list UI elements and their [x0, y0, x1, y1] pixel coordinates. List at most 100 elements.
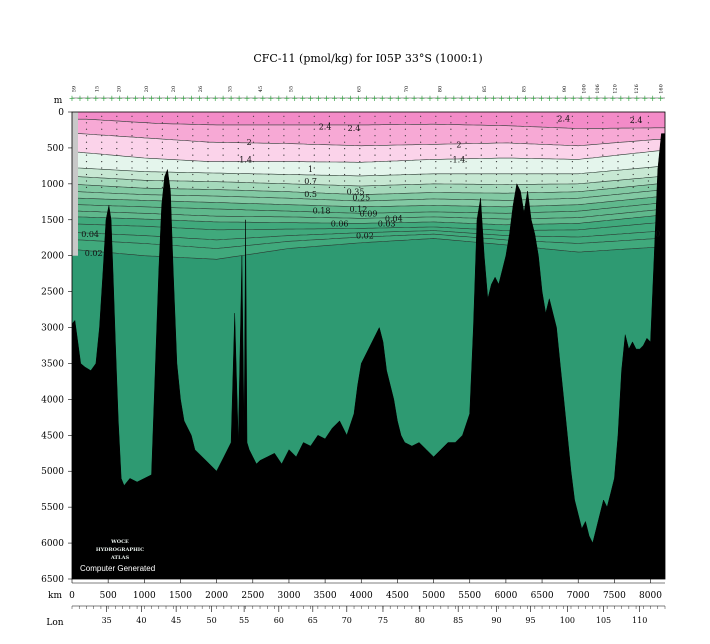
sample-dot [541, 148, 543, 150]
station-marker: + [506, 94, 513, 103]
sample-dot [556, 154, 558, 156]
sample-dot [404, 186, 406, 188]
sample-dot [587, 128, 589, 130]
sample-dot [192, 115, 194, 117]
sample-dot [177, 128, 179, 130]
station-marker: + [379, 94, 386, 103]
sample-dot [541, 122, 543, 124]
bathymetry [72, 112, 665, 579]
sample-dot [420, 115, 422, 117]
sample-dot [283, 148, 285, 150]
sample-dot [207, 154, 209, 156]
sample-dot [146, 141, 148, 143]
sample-dot [617, 141, 619, 143]
y-tick-label: 0 [58, 108, 64, 118]
sample-dot [602, 173, 604, 176]
sample-dot [177, 186, 179, 188]
x-tick-label: 3000 [278, 591, 301, 601]
sample-dot [116, 180, 118, 182]
station-markers: + + + + + + + + + + + + + + + + + + + + + + + + + + + + + + + + + + + + + + + +… [69, 84, 665, 103]
sample-dot [146, 173, 148, 176]
sample-dot [146, 167, 148, 169]
station-marker: + [562, 94, 569, 103]
sample-dot [495, 141, 498, 143]
sample-dot [192, 161, 194, 163]
sample-dot [465, 173, 467, 176]
sample-dot [192, 154, 194, 156]
sample-dot [435, 141, 437, 143]
sample-dot [283, 115, 285, 117]
sample-dot [359, 161, 361, 163]
station-number-label: 80 [437, 86, 443, 92]
sample-dot [192, 122, 194, 124]
sample-dot [556, 135, 558, 137]
y-tick-label: 2500 [41, 288, 64, 298]
station-marker: + [283, 94, 290, 103]
sample-dot [359, 135, 361, 137]
sample-dot [404, 154, 406, 156]
sample-dot [222, 122, 224, 124]
sample-dot [450, 161, 452, 163]
sample-dot [602, 115, 604, 117]
sample-dot [161, 115, 163, 117]
sample-dot [344, 141, 346, 143]
sample-dot [268, 122, 270, 124]
contour-label: 0.35 [347, 188, 365, 197]
sample-dot [480, 135, 482, 137]
station-marker: + [100, 94, 107, 103]
sample-dot [602, 167, 604, 169]
lon-tick-label: 85 [453, 616, 463, 625]
sample-dot [617, 186, 619, 188]
station-marker: + [411, 94, 418, 103]
sample-dot [161, 167, 163, 169]
sample-dot [526, 180, 528, 182]
contour-label: 0.7 [304, 177, 317, 186]
sample-dot [359, 148, 361, 150]
sample-dot [222, 115, 224, 117]
sample-dot [526, 186, 528, 188]
station-number-label: 26 [198, 86, 204, 92]
contour-label: 0.02 [356, 232, 374, 241]
sample-dot [480, 173, 482, 176]
sample-dot [328, 173, 330, 176]
sample-dot [389, 141, 391, 143]
sample-dot [252, 122, 255, 124]
sample-dot [374, 122, 376, 124]
sample-dot [587, 173, 589, 176]
sample-dot [131, 173, 133, 176]
sample-dot [116, 122, 118, 124]
contour-label: 0.09 [360, 209, 378, 218]
station-marker: + [403, 94, 410, 103]
sample-dot [344, 148, 346, 150]
sample-dot [359, 141, 361, 143]
sample-dot [131, 141, 133, 143]
sample-dot [526, 161, 528, 163]
sample-dot [435, 148, 437, 150]
seafloor [72, 133, 665, 579]
sample-dot [495, 180, 498, 182]
y-tick-label: 500 [47, 144, 64, 154]
sample-dot [450, 128, 452, 130]
sample-dot [556, 141, 558, 143]
station-number-label: 65 [356, 86, 362, 92]
sample-dot [435, 186, 437, 188]
lon-tick-label: 110 [632, 616, 647, 625]
sample-dot [389, 128, 391, 130]
sample-dot [207, 180, 209, 182]
sample-dot [435, 180, 437, 182]
station-marker: + [458, 94, 465, 103]
sample-dot [389, 148, 391, 150]
contour-line-2 [72, 133, 665, 147]
contour-label: 2 [247, 138, 252, 147]
sample-dot [556, 180, 558, 182]
station-marker: + [355, 94, 362, 103]
y-tick-label: 3500 [41, 360, 64, 370]
sample-dot [85, 167, 88, 169]
x-tick-label: 1500 [169, 591, 192, 601]
y-tick-label: 1500 [41, 216, 64, 226]
sample-dot [617, 135, 619, 137]
sample-dot [298, 173, 300, 176]
sample-dot [647, 167, 650, 169]
sample-dot [177, 135, 179, 137]
